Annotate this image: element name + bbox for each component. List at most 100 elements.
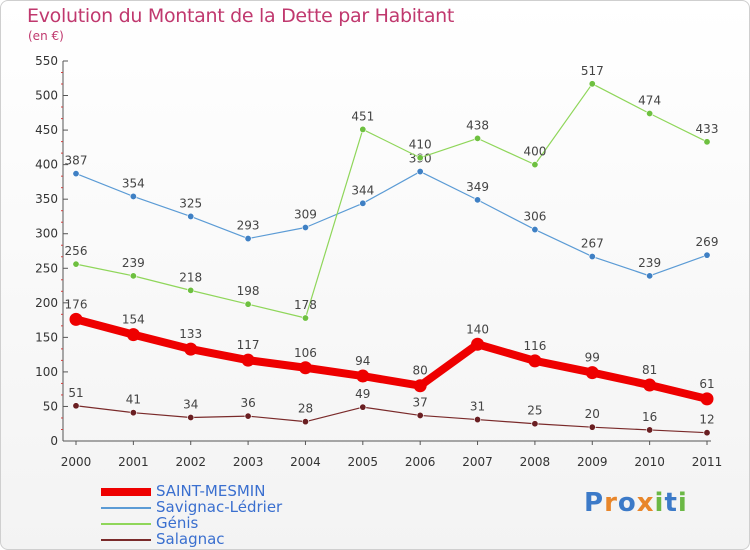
data-point-saint-mesmin — [643, 378, 657, 392]
data-label-salagnac: 34 — [183, 398, 198, 412]
data-label-genis: 474 — [638, 94, 661, 108]
x-tick-label: 2010 — [634, 455, 665, 469]
data-point-genis — [588, 80, 596, 88]
data-label-savignac-ledrier: 293 — [237, 219, 260, 233]
data-point-salagnac — [646, 426, 654, 434]
data-point-genis — [187, 286, 195, 294]
data-label-salagnac: 28 — [298, 402, 313, 416]
data-point-saint-mesmin — [700, 392, 714, 406]
data-label-salagnac: 49 — [355, 387, 370, 401]
y-tick-label: 0 — [50, 434, 58, 448]
data-point-salagnac — [187, 414, 195, 422]
y-tick-label: 400 — [35, 158, 58, 172]
y-tick-label: 250 — [35, 261, 58, 275]
logo-letter: i — [654, 488, 665, 518]
data-point-savignac-ledrier — [359, 199, 367, 207]
data-point-savignac-ledrier — [703, 251, 711, 259]
x-tick-label: 2003 — [233, 455, 264, 469]
data-label-genis: 218 — [179, 270, 202, 284]
data-label-saint-mesmin: 176 — [65, 297, 88, 311]
data-label-saint-mesmin: 117 — [237, 338, 260, 352]
data-label-genis: 256 — [65, 244, 88, 258]
logo-letter: P — [584, 488, 605, 518]
data-label-savignac-ledrier: 349 — [466, 180, 489, 194]
logo-letter: t — [664, 488, 678, 518]
y-tick-label: 100 — [35, 365, 58, 379]
data-point-genis — [474, 134, 482, 142]
series-line-genis — [75, 83, 708, 319]
logo-letter: i — [677, 488, 688, 518]
data-label-salagnac: 12 — [699, 413, 714, 427]
legend-label-genis: Génis — [156, 514, 199, 532]
data-label-saint-mesmin: 140 — [466, 322, 489, 336]
data-label-savignac-ledrier: 269 — [696, 235, 719, 249]
x-tick-label: 2000 — [61, 455, 92, 469]
data-label-salagnac: 25 — [527, 404, 542, 418]
data-point-salagnac — [72, 402, 80, 410]
data-label-saint-mesmin: 116 — [523, 339, 546, 353]
data-label-savignac-ledrier: 239 — [638, 256, 661, 270]
y-tick-label: 300 — [35, 227, 58, 241]
legend-swatch-saint-mesmin — [101, 488, 151, 496]
data-label-saint-mesmin: 106 — [294, 346, 317, 360]
data-point-savignac-ledrier — [474, 196, 482, 204]
legend-swatch-salagnac — [101, 539, 151, 541]
data-label-salagnac: 20 — [585, 407, 600, 421]
series-line-salagnac — [75, 405, 708, 434]
data-label-savignac-ledrier: 387 — [65, 154, 88, 168]
legend-label-saint-mesmin: SAINT-MESMIN — [156, 482, 266, 500]
chart-subtitle: (en €) — [28, 29, 64, 43]
data-point-salagnac — [301, 418, 309, 426]
y-tick-label: 550 — [35, 54, 58, 68]
x-tick-label: 2007 — [462, 455, 493, 469]
data-point-salagnac — [359, 403, 367, 411]
data-point-saint-mesmin — [126, 328, 140, 342]
data-point-genis — [703, 138, 711, 146]
x-tick-label: 2008 — [520, 455, 551, 469]
data-label-salagnac: 31 — [470, 400, 485, 414]
y-tick-label: 450 — [35, 123, 58, 137]
data-label-saint-mesmin: 80 — [413, 364, 428, 378]
legend-label-salagnac: Salagnac — [156, 530, 225, 548]
data-point-saint-mesmin — [585, 366, 599, 380]
data-point-savignac-ledrier — [72, 170, 80, 178]
data-point-genis — [359, 125, 367, 133]
data-point-salagnac — [416, 411, 424, 419]
data-point-savignac-ledrier — [416, 168, 424, 176]
data-point-saint-mesmin — [356, 369, 370, 383]
chart-title: Evolution du Montant de la Dette par Hab… — [27, 5, 455, 27]
series-line-savignac-ledrier — [75, 170, 708, 277]
data-point-salagnac — [531, 420, 539, 428]
data-label-genis: 239 — [122, 256, 145, 270]
y-tick-label: 500 — [35, 89, 58, 103]
data-point-salagnac — [244, 412, 252, 420]
data-label-savignac-ledrier: 267 — [581, 237, 604, 251]
data-point-genis — [244, 300, 252, 308]
data-point-savignac-ledrier — [244, 235, 252, 243]
data-label-salagnac: 41 — [126, 393, 141, 407]
data-point-savignac-ledrier — [301, 224, 309, 232]
x-tick-label: 2004 — [290, 455, 321, 469]
data-point-saint-mesmin — [528, 354, 542, 368]
data-point-genis — [301, 314, 309, 322]
data-label-salagnac: 16 — [642, 410, 657, 424]
data-label-savignac-ledrier: 309 — [294, 208, 317, 222]
legend-label-savignac-ledrier: Savignac-Lédrier — [156, 498, 283, 516]
x-tick-label: 2006 — [405, 455, 436, 469]
data-point-salagnac — [588, 423, 596, 431]
data-label-genis: 517 — [581, 64, 604, 78]
data-point-saint-mesmin — [69, 312, 83, 326]
x-tick-label: 2002 — [175, 455, 206, 469]
data-point-savignac-ledrier — [187, 212, 195, 220]
data-point-genis — [416, 154, 424, 162]
data-label-saint-mesmin: 154 — [122, 313, 145, 327]
data-point-genis — [646, 110, 654, 118]
data-point-saint-mesmin — [471, 337, 485, 351]
logo-letter: o — [617, 488, 637, 518]
data-point-salagnac — [703, 429, 711, 437]
data-label-savignac-ledrier: 354 — [122, 176, 145, 190]
data-point-savignac-ledrier — [588, 253, 596, 261]
y-tick-label: 50 — [43, 399, 58, 413]
